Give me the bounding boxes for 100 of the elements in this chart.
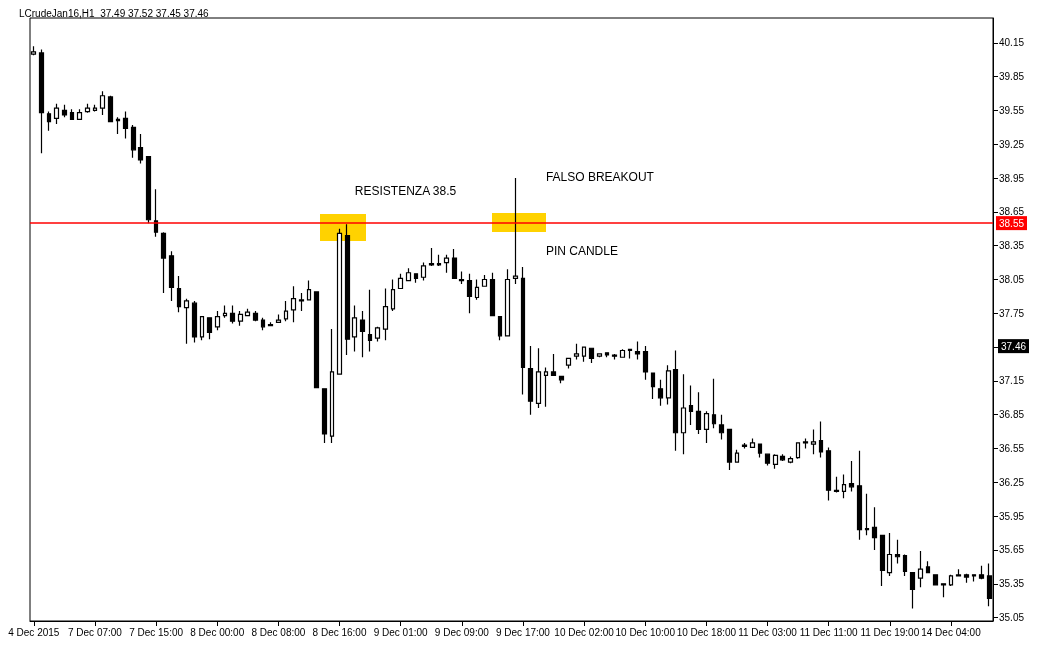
candlestick <box>864 493 870 536</box>
x-tick-label: 8 Dec 08:00 <box>251 626 306 638</box>
x-tick-label: 10 Dec 10:00 <box>615 626 676 638</box>
annotation: FALSO BREAKOUT <box>545 170 655 185</box>
annotation: PIN CANDLE <box>545 244 618 259</box>
candlestick <box>283 300 289 322</box>
x-tick-label: 4 Dec 2015 <box>8 626 60 638</box>
candlestick <box>757 443 763 459</box>
candlestick <box>841 473 847 499</box>
candlestick <box>543 366 549 408</box>
candlestick <box>611 353 618 361</box>
candlestick <box>168 250 175 302</box>
candlestick <box>153 188 159 238</box>
y-tick-label: 38.35 <box>999 240 1025 252</box>
candlestick <box>527 345 534 416</box>
candlestick <box>520 266 526 396</box>
x-tick-label: 14 Dec 04:00 <box>921 626 982 638</box>
candlestick <box>252 310 259 322</box>
x-tick-label: 7 Dec 07:00 <box>68 626 123 638</box>
candlestick <box>963 573 970 584</box>
candlestick <box>38 48 45 154</box>
y-tick-label: 36.85 <box>999 409 1025 421</box>
candlestick <box>787 455 794 464</box>
candlestick <box>214 310 221 331</box>
candlestick <box>405 267 412 282</box>
candlestick <box>244 308 251 317</box>
candlestick <box>474 278 480 301</box>
candlestick <box>420 261 427 282</box>
x-tick-label: 8 Dec 00:00 <box>190 626 245 638</box>
candlestick <box>971 574 977 583</box>
candlestick <box>833 476 840 494</box>
candlestick <box>390 278 396 312</box>
candlestick <box>260 317 266 331</box>
candlestick <box>183 298 190 345</box>
candlestick <box>650 372 656 400</box>
y-tick-label: 36.55 <box>999 443 1025 455</box>
candlestick <box>298 292 305 312</box>
x-tick-label: 9 Dec 09:00 <box>434 626 490 638</box>
candlestick <box>902 553 908 577</box>
candlestick <box>550 353 557 376</box>
candlestick <box>199 316 205 341</box>
candlestick <box>665 364 672 406</box>
candlestick <box>779 453 786 462</box>
candlestick <box>627 348 633 359</box>
candlestick <box>948 574 954 587</box>
x-tick-label: 7 Dec 15:00 <box>129 626 184 638</box>
candlestick <box>978 565 985 580</box>
candlestick <box>634 340 641 361</box>
candlestick <box>818 420 824 459</box>
candlestick <box>741 442 748 450</box>
y-tick-label: 35.95 <box>999 510 1025 522</box>
candlestick <box>879 534 886 587</box>
candlestick <box>497 316 503 341</box>
candlestick <box>711 378 717 429</box>
x-tick-label: 8 Dec 16:00 <box>312 626 367 638</box>
candlestick <box>802 437 809 450</box>
candlestick <box>955 568 962 577</box>
candlestick <box>137 133 144 164</box>
candlestick <box>122 110 129 140</box>
annotation: RESISTENZA 38.5 <box>354 184 457 199</box>
candlestick <box>925 560 931 574</box>
candlestick <box>726 428 733 471</box>
candlestick <box>359 310 366 358</box>
candlestick <box>703 410 710 444</box>
candlestick <box>856 450 863 541</box>
x-tick-label: 11 Dec 11:00 <box>799 626 859 638</box>
candlestick <box>145 156 152 224</box>
candlestick <box>46 110 52 132</box>
candlestick <box>795 442 801 460</box>
candlestick <box>573 343 580 361</box>
candlestick <box>229 304 236 325</box>
y-tick-label: 39.55 <box>999 104 1025 116</box>
candlestick <box>84 103 91 114</box>
y-tick-label: 38.65 <box>999 206 1025 218</box>
candlestick <box>886 532 893 577</box>
y-tick-label: 37.15 <box>999 375 1025 387</box>
text: 37.46 <box>1001 340 1027 352</box>
y-tick-label: 35.05 <box>999 612 1025 624</box>
candlestick <box>718 414 725 441</box>
candlestick <box>466 273 473 314</box>
candlestick <box>53 103 60 125</box>
y-tick-label: 38.95 <box>999 172 1025 184</box>
y-tick-label: 37.75 <box>999 307 1025 319</box>
candlestick <box>489 272 496 317</box>
candlestick <box>321 388 328 444</box>
candlestick <box>512 177 519 285</box>
candlestick <box>657 379 664 407</box>
x-tick-label: 11 Dec 19:00 <box>860 626 920 638</box>
x-tick-label: 11 Dec 03:00 <box>738 626 798 638</box>
candlestick <box>588 347 595 364</box>
candlestick <box>940 583 947 598</box>
x-tick-label: 9 Dec 01:00 <box>373 626 429 638</box>
y-tick-label: 39.85 <box>999 71 1025 83</box>
candlestick <box>374 326 381 343</box>
candlestick <box>329 328 335 444</box>
y-tick-label: 38.05 <box>999 273 1025 285</box>
candlestick <box>382 287 389 341</box>
candlestick <box>61 104 68 118</box>
candlestick <box>367 289 373 353</box>
candlestick <box>413 273 419 284</box>
